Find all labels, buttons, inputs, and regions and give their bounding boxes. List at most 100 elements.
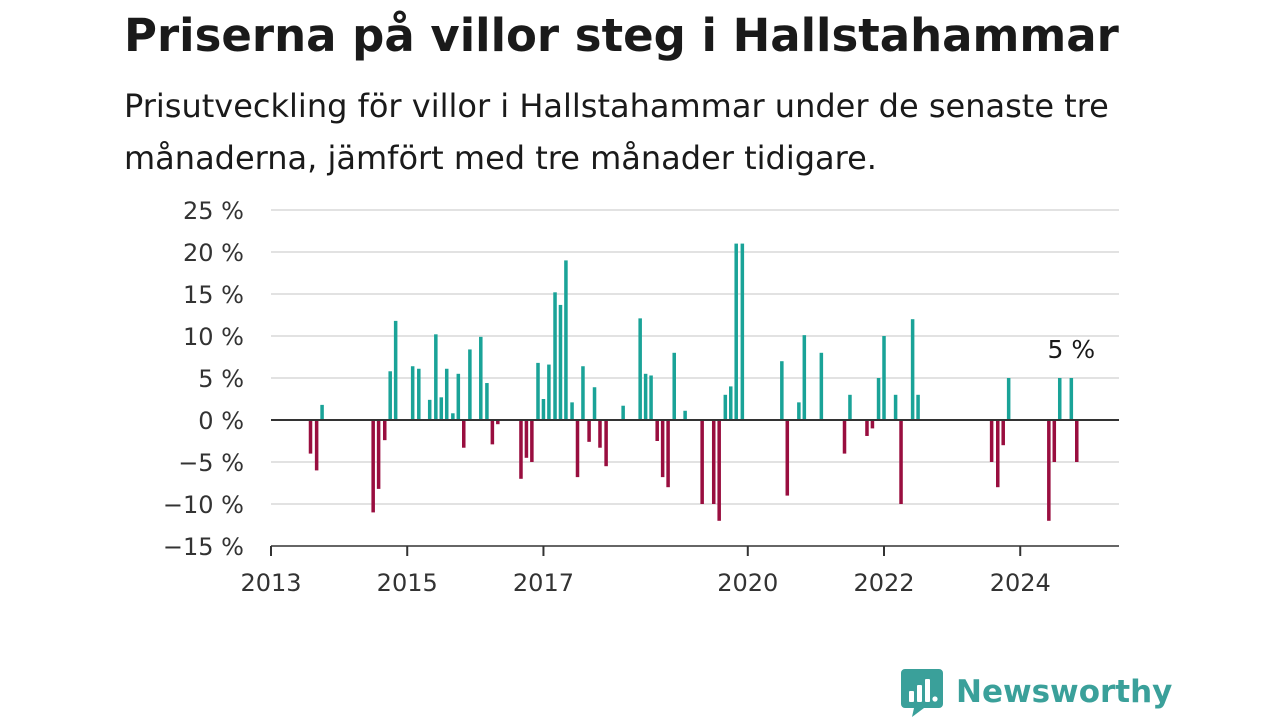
bar-positive (417, 368, 421, 420)
bar-positive (797, 402, 801, 420)
bar-positive (427, 399, 432, 420)
bar-negative (996, 420, 1000, 488)
bar-positive (882, 336, 886, 420)
x-tick-label: 2015 (377, 569, 438, 597)
bar-positive (802, 335, 807, 420)
brand-name: Newsworthy (956, 674, 1173, 710)
bar-positive (410, 366, 415, 420)
bar-negative (989, 420, 994, 462)
bar-negative (376, 420, 381, 489)
bar-negative (604, 420, 608, 467)
bars (308, 243, 1079, 521)
bar-positive (468, 349, 472, 420)
bar-negative (530, 420, 534, 462)
bar-positive (649, 375, 653, 420)
bar-positive (547, 364, 551, 420)
bar-negative (598, 420, 602, 448)
bar-positive (570, 402, 574, 420)
y-tick-label: 0 % (198, 407, 244, 435)
bar-positive (536, 362, 540, 420)
bar-negative (870, 420, 875, 429)
bar-negative (575, 420, 580, 478)
bar-negative (587, 420, 591, 442)
bar-negative (865, 420, 869, 436)
bar-negative (655, 420, 659, 441)
brand-logo: Newsworthy (900, 664, 1172, 720)
bar-negative (490, 420, 495, 445)
bar-positive (893, 394, 898, 420)
x-tick-label: 2017 (513, 569, 574, 597)
bar-negative (717, 420, 721, 521)
bar-negative (1047, 420, 1051, 521)
bar-positive (1057, 378, 1062, 420)
latest-value-label: 5 % (1048, 335, 1096, 364)
bar-negative (519, 420, 523, 479)
bar-positive (723, 394, 728, 420)
bar-positive (439, 397, 444, 420)
bar-positive (740, 243, 745, 420)
bar-positive (819, 352, 824, 420)
bar-positive (592, 387, 597, 420)
bar-negative (700, 420, 704, 504)
bar-positive (1006, 378, 1011, 420)
bar-positive (910, 319, 915, 420)
bar-positive (564, 260, 568, 420)
bar-positive (320, 404, 324, 420)
x-tick-label: 2024 (990, 569, 1051, 597)
bar-positive (638, 318, 642, 420)
x-tick-label: 2013 (240, 569, 301, 597)
bar-negative (1075, 420, 1079, 462)
axes (270, 419, 1119, 556)
bar-negative (785, 420, 790, 496)
bar-positive (672, 352, 676, 420)
bar-positive (780, 361, 784, 420)
bar-positive (541, 399, 546, 420)
x-tick-label: 2022 (853, 569, 914, 597)
bar-positive (451, 413, 455, 420)
bar-positive (916, 394, 920, 420)
y-tick-label: 5 % (198, 365, 244, 393)
y-tick-label: 25 % (183, 197, 244, 225)
bar-positive (621, 405, 625, 420)
bar-negative (842, 420, 847, 454)
bar-positive (643, 373, 648, 420)
bar-negative (314, 420, 319, 471)
bar-positive (479, 336, 483, 420)
y-axis-tick-labels: 25 % 20 % 15 % 10 % 5 % 0 % −5 % −10 % −15 % (163, 197, 244, 561)
bar-negative (1001, 420, 1005, 446)
bar-positive (876, 378, 881, 420)
chart-subtitle: Prisutveckling för villor i Hallstahamma… (124, 87, 1109, 177)
y-tick-label: −15 % (163, 533, 244, 561)
bar-negative (496, 420, 500, 425)
bar-positive (683, 410, 687, 420)
bar-positive (444, 368, 449, 420)
bar-negative (308, 420, 313, 454)
y-tick-label: −10 % (163, 491, 244, 519)
bar-negative (371, 420, 375, 513)
y-tick-label: 20 % (183, 239, 244, 267)
bar-negative (666, 420, 670, 488)
x-tick-label: 2020 (717, 569, 778, 597)
y-tick-label: 10 % (183, 323, 244, 351)
bar-negative (899, 420, 903, 504)
bar-positive (393, 320, 398, 420)
annotations: 5 % (1048, 335, 1096, 364)
bar-positive (581, 366, 585, 420)
bar-chart-speech-bubble-icon (901, 669, 943, 717)
bar-positive (388, 371, 392, 420)
bar-negative (382, 420, 387, 441)
bar-positive (848, 394, 852, 420)
bar-positive (729, 386, 733, 420)
bar-positive (1069, 378, 1074, 420)
bar-positive (434, 334, 438, 420)
chart-title: Priserna på villor steg i Hallstahammar (124, 9, 1119, 62)
bar-positive (553, 292, 557, 420)
bar-positive (734, 243, 738, 420)
bar-negative (711, 420, 716, 504)
y-tick-label: 15 % (183, 281, 244, 309)
bar-positive (456, 373, 461, 420)
bar-negative (462, 420, 466, 448)
bar-positive (485, 383, 489, 420)
y-tick-label: −5 % (178, 449, 244, 477)
